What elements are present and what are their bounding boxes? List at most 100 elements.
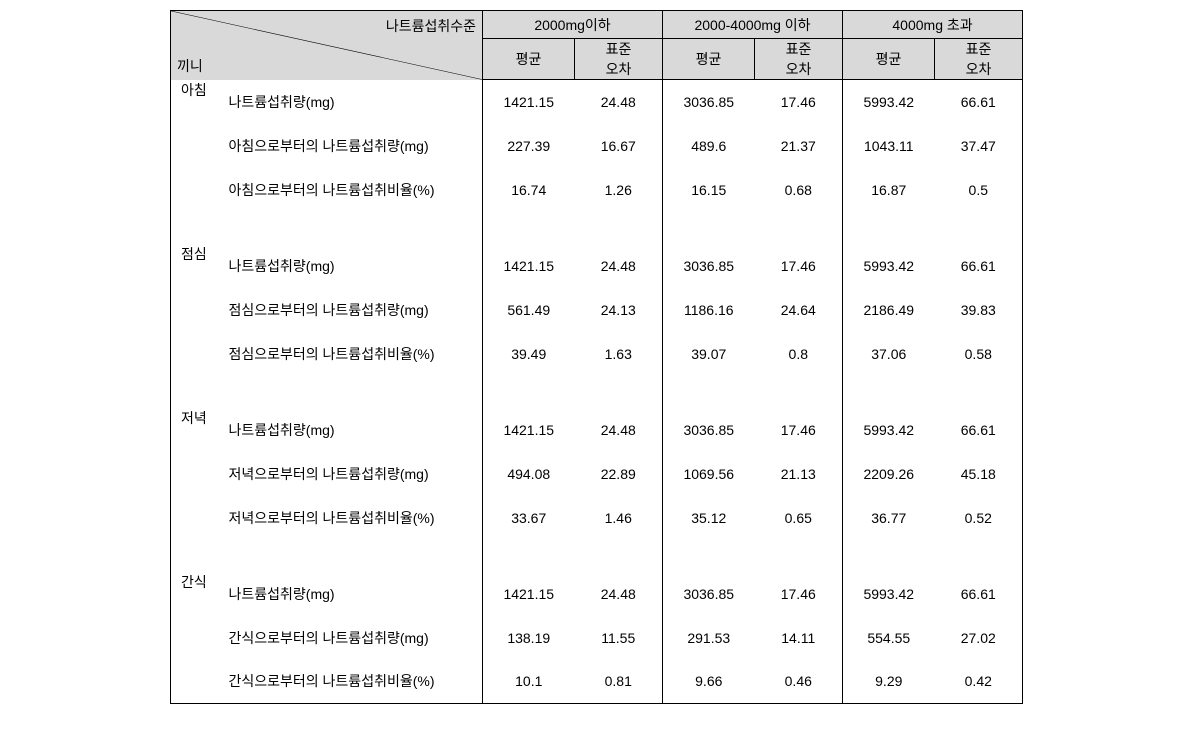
value-cell: 21.37 <box>755 124 843 168</box>
spacer-cell <box>843 540 935 572</box>
sodium-intake-table: 나트륨섭취수준 끼니 2000mg이하 2000-4000mg 이하 4000m… <box>170 10 1023 704</box>
value-cell: 17.46 <box>755 408 843 452</box>
metric-label: 아침으로부터의 나트륨섭취비율(%) <box>227 168 483 212</box>
meal-name: 저녁 <box>171 408 227 572</box>
value-cell: 11.55 <box>575 616 663 660</box>
value-cell: 1186.16 <box>663 288 755 332</box>
value-cell: 0.81 <box>575 660 663 704</box>
value-cell: 1421.15 <box>483 80 575 124</box>
value-cell: 16.87 <box>843 168 935 212</box>
sub-se-0: 표준 오차 <box>575 39 663 80</box>
value-cell: 66.61 <box>935 572 1023 616</box>
value-cell: 227.39 <box>483 124 575 168</box>
value-cell: 0.68 <box>755 168 843 212</box>
value-cell: 45.18 <box>935 452 1023 496</box>
spacer-cell <box>663 376 755 408</box>
value-cell: 0.65 <box>755 496 843 540</box>
value-cell: 24.13 <box>575 288 663 332</box>
value-cell: 17.46 <box>755 244 843 288</box>
spacer-cell <box>755 376 843 408</box>
value-cell: 1.46 <box>575 496 663 540</box>
value-cell: 37.47 <box>935 124 1023 168</box>
spacer-cell <box>843 376 935 408</box>
metric-label: 저녁으로부터의 나트륨섭취비율(%) <box>227 496 483 540</box>
value-cell: 3036.85 <box>663 572 755 616</box>
metric-label: 간식으로부터의 나트륨섭취비율(%) <box>227 660 483 704</box>
value-cell: 66.61 <box>935 80 1023 124</box>
sub-mean-1: 평균 <box>663 39 755 80</box>
spacer-cell <box>575 212 663 244</box>
value-cell: 3036.85 <box>663 408 755 452</box>
header-diagonal-cell: 나트륨섭취수준 끼니 <box>171 11 483 80</box>
sub-mean-2: 평균 <box>843 39 935 80</box>
metric-label: 점심으로부터의 나트륨섭취비율(%) <box>227 332 483 376</box>
spacer-cell <box>227 376 483 408</box>
value-cell: 5993.42 <box>843 244 935 288</box>
value-cell: 27.02 <box>935 616 1023 660</box>
spacer-cell <box>227 212 483 244</box>
value-cell: 554.55 <box>843 616 935 660</box>
value-cell: 5993.42 <box>843 80 935 124</box>
value-cell: 0.58 <box>935 332 1023 376</box>
value-cell: 39.07 <box>663 332 755 376</box>
value-cell: 0.5 <box>935 168 1023 212</box>
value-cell: 291.53 <box>663 616 755 660</box>
value-cell: 24.48 <box>575 408 663 452</box>
spacer-cell <box>755 212 843 244</box>
value-cell: 37.06 <box>843 332 935 376</box>
spacer-cell <box>935 540 1023 572</box>
value-cell: 1421.15 <box>483 244 575 288</box>
metric-label: 나트륨섭취량(mg) <box>227 80 483 124</box>
value-cell: 3036.85 <box>663 80 755 124</box>
value-cell: 0.52 <box>935 496 1023 540</box>
value-cell: 33.67 <box>483 496 575 540</box>
value-cell: 9.29 <box>843 660 935 704</box>
metric-label: 아침으로부터의 나트륨섭취량(mg) <box>227 124 483 168</box>
value-cell: 16.15 <box>663 168 755 212</box>
value-cell: 489.6 <box>663 124 755 168</box>
spacer-cell <box>575 540 663 572</box>
value-cell: 39.83 <box>935 288 1023 332</box>
value-cell: 66.61 <box>935 244 1023 288</box>
value-cell: 9.66 <box>663 660 755 704</box>
value-cell: 1.63 <box>575 332 663 376</box>
metric-label: 나트륨섭취량(mg) <box>227 408 483 452</box>
spacer-cell <box>483 540 575 572</box>
header-diag-bottom: 끼니 <box>177 56 203 76</box>
sub-se-2: 표준 오차 <box>935 39 1023 80</box>
col-group-2: 4000mg 초과 <box>843 11 1023 39</box>
metric-label: 점심으로부터의 나트륨섭취량(mg) <box>227 288 483 332</box>
value-cell: 494.08 <box>483 452 575 496</box>
value-cell: 1421.15 <box>483 408 575 452</box>
spacer-cell <box>935 376 1023 408</box>
value-cell: 35.12 <box>663 496 755 540</box>
value-cell: 1043.11 <box>843 124 935 168</box>
value-cell: 1421.15 <box>483 572 575 616</box>
value-cell: 0.8 <box>755 332 843 376</box>
metric-label: 나트륨섭취량(mg) <box>227 572 483 616</box>
spacer-cell <box>663 540 755 572</box>
value-cell: 24.48 <box>575 572 663 616</box>
col-group-0: 2000mg이하 <box>483 11 663 39</box>
header-diag-top: 나트륨섭취수준 <box>386 16 476 36</box>
metric-label: 나트륨섭취량(mg) <box>227 244 483 288</box>
value-cell: 1069.56 <box>663 452 755 496</box>
value-cell: 22.89 <box>575 452 663 496</box>
value-cell: 17.46 <box>755 572 843 616</box>
value-cell: 21.13 <box>755 452 843 496</box>
value-cell: 5993.42 <box>843 408 935 452</box>
value-cell: 24.48 <box>575 80 663 124</box>
spacer-cell <box>935 212 1023 244</box>
sub-se-1: 표준 오차 <box>755 39 843 80</box>
value-cell: 0.46 <box>755 660 843 704</box>
metric-label: 저녁으로부터의 나트륨섭취량(mg) <box>227 452 483 496</box>
spacer-cell <box>227 540 483 572</box>
value-cell: 2186.49 <box>843 288 935 332</box>
value-cell: 17.46 <box>755 80 843 124</box>
col-group-1: 2000-4000mg 이하 <box>663 11 843 39</box>
value-cell: 1.26 <box>575 168 663 212</box>
value-cell: 138.19 <box>483 616 575 660</box>
meal-name: 간식 <box>171 572 227 704</box>
spacer-cell <box>755 540 843 572</box>
spacer-cell <box>843 212 935 244</box>
